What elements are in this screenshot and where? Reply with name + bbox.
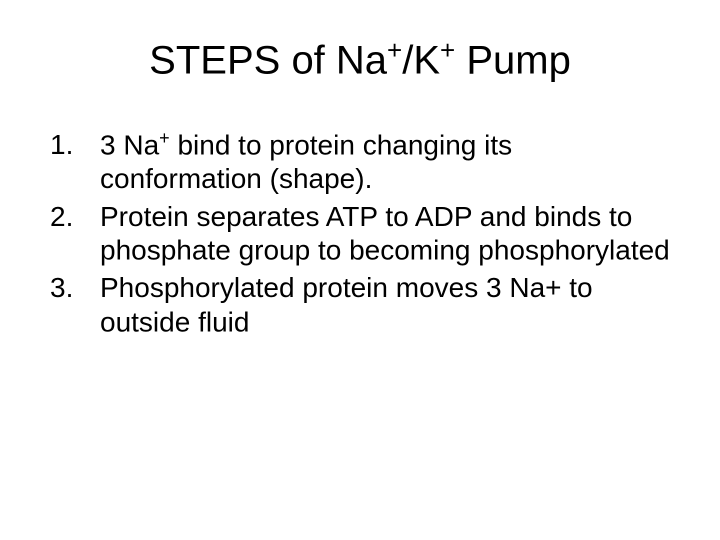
title-suffix: Pump (455, 38, 571, 82)
title-prefix: STEPS of Na (149, 38, 387, 82)
title-sup1: + (387, 35, 402, 65)
item-sup: + (159, 128, 170, 148)
list-item: Phosphorylated protein moves 3 Na+ to ou… (50, 271, 680, 339)
steps-list: 3 Na+ bind to protein changing its confo… (40, 128, 680, 339)
title-sup2: + (440, 35, 455, 65)
item-pre: 3 Na (100, 130, 159, 161)
list-item: Protein separates ATP to ADP and binds t… (50, 200, 680, 268)
title-mid: /K (402, 38, 440, 82)
item-pre: Protein separates ATP to ADP and binds t… (100, 201, 670, 266)
item-pre: Phosphorylated protein moves 3 Na+ to ou… (100, 272, 593, 337)
slide-title: STEPS of Na+/K+ Pump (40, 35, 680, 83)
list-item: 3 Na+ bind to protein changing its confo… (50, 128, 680, 196)
